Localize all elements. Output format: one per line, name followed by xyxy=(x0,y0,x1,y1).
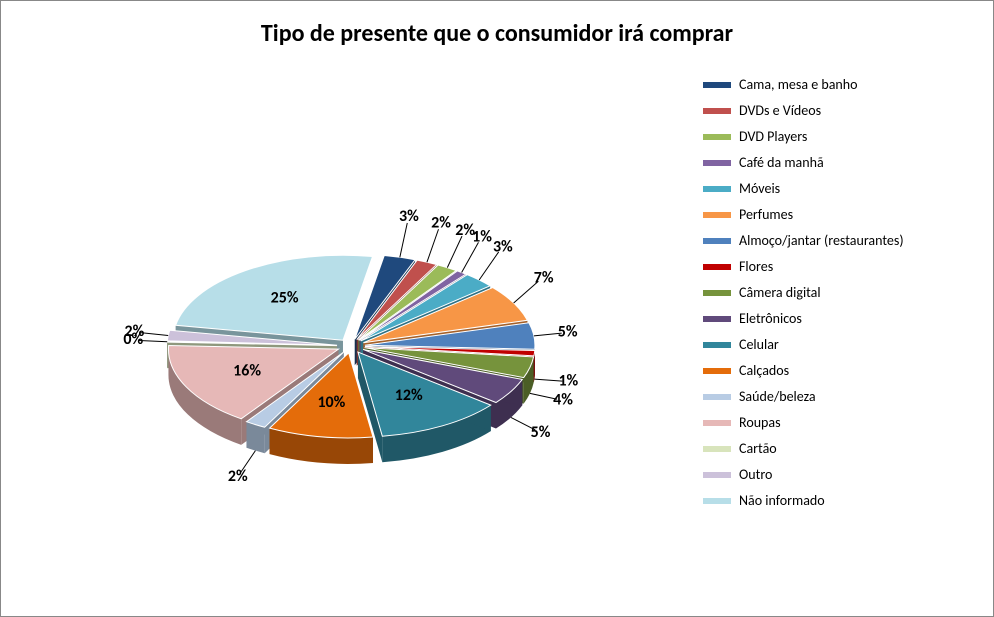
leader-line xyxy=(400,223,407,257)
legend-swatch xyxy=(703,238,731,244)
legend-item: DVDs e Vídeos xyxy=(703,102,973,119)
leader-line xyxy=(447,236,462,267)
slice-label: 4% xyxy=(553,391,573,410)
slice-label: 16% xyxy=(233,362,261,381)
slice-label: 3% xyxy=(399,207,419,226)
legend-swatch xyxy=(703,498,731,504)
legend-item: Cama, mesa e banho xyxy=(703,76,973,93)
legend-item: Não informado xyxy=(703,492,973,509)
legend-swatch xyxy=(703,186,731,192)
legend-swatch xyxy=(703,82,731,88)
legend-item: Almoço/jantar (restaurantes) xyxy=(703,232,973,249)
legend-item: Móveis xyxy=(703,180,973,197)
legend-label: Cama, mesa e banho xyxy=(739,76,858,93)
legend-swatch xyxy=(703,134,731,140)
slice-label: 1% xyxy=(472,227,492,246)
legend-swatch xyxy=(703,316,731,322)
legend-label: Cartão xyxy=(739,440,777,457)
pie-svg: 3%2%2%1%3%7%5%1%4%5%12%10%2%16%0%2%25% xyxy=(31,111,671,571)
legend-swatch xyxy=(703,160,731,166)
slice-label: 5% xyxy=(558,322,578,341)
legend-label: Móveis xyxy=(739,180,780,197)
legend-label: Flores xyxy=(739,258,773,275)
slice-label: 7% xyxy=(534,268,554,287)
legend: Cama, mesa e banho DVDs e Vídeos DVD Playe… xyxy=(703,76,973,518)
legend-item: Perfumes xyxy=(703,206,973,223)
chart-container: Tipo de presente que o consumidor irá co… xyxy=(0,0,994,617)
legend-item: Celular xyxy=(703,336,973,353)
pie-area: 3%2%2%1%3%7%5%1%4%5%12%10%2%16%0%2%25% xyxy=(31,111,671,571)
legend-label: Perfumes xyxy=(739,206,793,223)
legend-swatch xyxy=(703,446,731,452)
slice-label: 5% xyxy=(531,423,551,442)
leader-line xyxy=(462,242,479,272)
legend-item: Cartão xyxy=(703,440,973,457)
legend-label: Saúde/beleza xyxy=(739,388,816,405)
slice-label: 1% xyxy=(558,371,578,390)
legend-label: Não informado xyxy=(739,492,825,509)
legend-item: Calçados xyxy=(703,362,973,379)
slice-label: 10% xyxy=(317,393,345,412)
legend-swatch xyxy=(703,472,731,478)
legend-label: Café da manhã xyxy=(739,154,824,171)
legend-item: Roupas xyxy=(703,414,973,431)
legend-item: Flores xyxy=(703,258,973,275)
legend-item: Café da manhã xyxy=(703,154,973,171)
legend-label: DVD Players xyxy=(739,128,807,145)
leader-line xyxy=(140,333,168,336)
slice-label: 2% xyxy=(228,467,248,486)
legend-swatch xyxy=(703,420,731,426)
slice-label: 12% xyxy=(395,386,423,405)
legend-label: Calçados xyxy=(739,362,789,379)
legend-label: Outro xyxy=(739,466,772,483)
legend-label: Eletrônicos xyxy=(739,310,802,327)
pie-tops xyxy=(167,255,535,438)
legend-item: DVD Players xyxy=(703,128,973,145)
legend-swatch xyxy=(703,264,731,270)
legend-swatch xyxy=(703,394,731,400)
legend-label: Celular xyxy=(739,336,779,353)
legend-label: Almoço/jantar (restaurantes) xyxy=(739,232,904,249)
slice-label: 2% xyxy=(431,214,451,233)
slice-label: 25% xyxy=(271,288,299,307)
legend-swatch xyxy=(703,368,731,374)
legend-swatch xyxy=(703,342,731,348)
chart-title: Tipo de presente que o consumidor irá co… xyxy=(1,19,993,48)
leader-line xyxy=(427,229,439,262)
legend-label: Roupas xyxy=(739,414,781,431)
legend-swatch xyxy=(703,212,731,218)
legend-swatch xyxy=(703,290,731,296)
legend-item: Câmera digital xyxy=(703,284,973,301)
legend-label: DVDs e Vídeos xyxy=(739,102,821,119)
slice-label: 3% xyxy=(493,237,513,256)
legend-item: Outro xyxy=(703,466,973,483)
slice-label: 2% xyxy=(125,322,145,341)
legend-item: Saúde/beleza xyxy=(703,388,973,405)
legend-swatch xyxy=(703,108,731,114)
legend-label: Câmera digital xyxy=(739,284,821,301)
legend-item: Eletrônicos xyxy=(703,310,973,327)
